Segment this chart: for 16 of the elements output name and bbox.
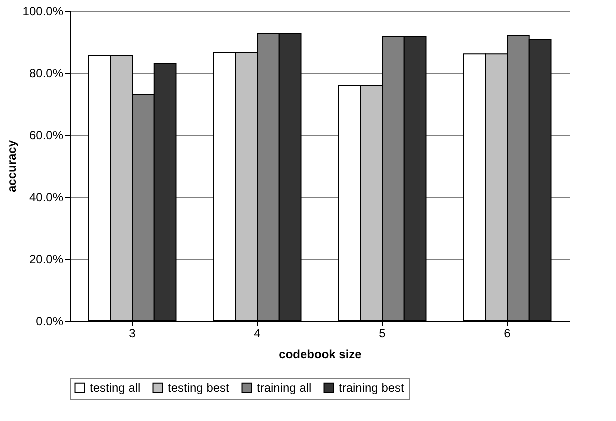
x-axis-title: codebook size — [279, 348, 362, 362]
x-tick-label: 5 — [379, 326, 386, 340]
x-tick-label: 3 — [129, 326, 136, 340]
y-tick-label: 100.0% — [22, 4, 64, 18]
y-tick-label: 20.0% — [29, 252, 64, 266]
y-tick-label: 0.0% — [36, 314, 64, 328]
y-tick-label: 40.0% — [29, 190, 64, 204]
legend-label: training all — [257, 381, 312, 396]
y-tick-label: 60.0% — [29, 128, 64, 142]
legend-label: testing best — [168, 381, 230, 396]
y-axis-title: accuracy — [4, 140, 19, 193]
legend-label: training best — [339, 381, 406, 396]
x-tick-label: 4 — [254, 326, 262, 340]
x-tick-label: 6 — [504, 326, 512, 340]
legend-label: testing all — [90, 381, 141, 396]
y-tick-label: 80.0% — [29, 66, 64, 80]
